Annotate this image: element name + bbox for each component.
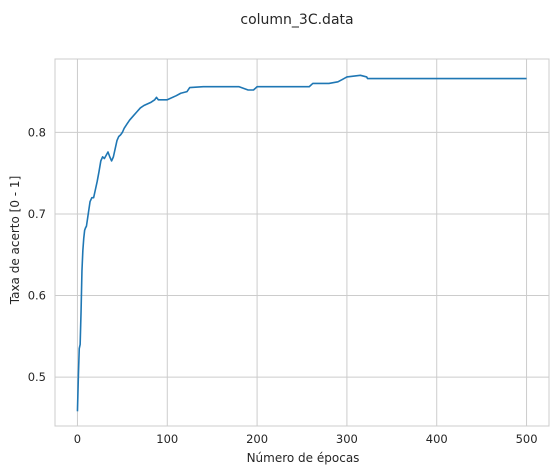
y-tick-label: 0.6	[28, 289, 46, 303]
plot-frame	[54, 58, 550, 427]
x-tick-label: 100	[156, 432, 178, 446]
x-tick-label: 200	[246, 432, 268, 446]
y-axis-label: Taxa de acerto [0 - 1]	[8, 176, 22, 306]
y-tick-label: 0.8	[28, 125, 46, 139]
plot-border	[54, 58, 550, 427]
x-tick-label: 0	[74, 432, 81, 446]
y-tick-label: 0.7	[28, 207, 46, 221]
y-tick-label: 0.5	[28, 370, 46, 384]
x-tick-label: 500	[516, 432, 538, 446]
x-axis: 0 100 200 300 400 500	[74, 432, 538, 446]
x-tick-label: 300	[336, 432, 358, 446]
y-axis: 0.5 0.6 0.7 0.8	[28, 125, 46, 384]
series-line	[76, 74, 527, 412]
x-axis-label: Número de épocas	[247, 451, 360, 465]
chart-title: column_3C.data	[240, 12, 353, 28]
grid	[55, 59, 549, 426]
x-tick-label: 400	[426, 432, 448, 446]
